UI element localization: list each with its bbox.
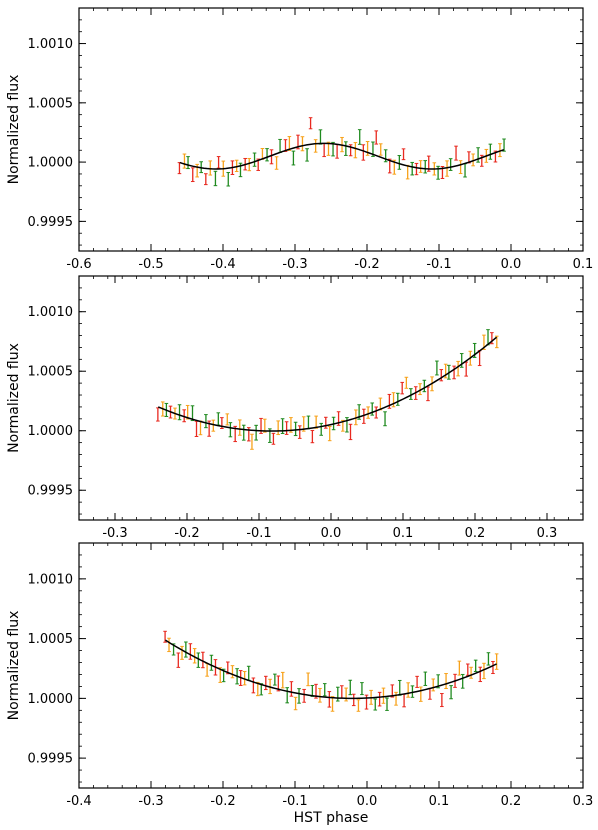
model-curve [179,142,505,170]
y-tick-label: 1.0005 [28,96,74,111]
x-tick-label: 0.3 [573,794,594,809]
y-tick-label: 0.9995 [28,752,74,767]
y-tick-label: 0.9995 [28,484,74,499]
x-tick-label: 0.1 [393,526,414,541]
y-tick-label: 1.0010 [28,305,74,320]
x-tick-label: -0.4 [210,257,235,272]
y-tick-label: 1.0005 [28,365,74,380]
x-tick-label: 0.2 [465,526,486,541]
x-tick-label: -0.3 [102,526,127,541]
x-tick-label: -0.3 [282,257,307,272]
x-tick-label: 0.1 [429,794,450,809]
plot-frame [78,275,584,521]
x-tick-label: -0.4 [66,794,91,809]
model-curve [165,639,497,700]
x-tick-label: 0.0 [357,794,378,809]
model-curve [157,336,498,432]
x-tick-label: 0.0 [501,257,522,272]
y-tick-label: 1.0000 [28,156,74,171]
panel-3: -0.4 -0.3 -0.2 -0.1 0.0 0.1 0.2 0.3 0.9995 1.0000… [6,542,594,809]
x-tick-label: 0.3 [537,526,558,541]
plot-frame [78,542,584,789]
y-tick-label: 1.0010 [28,37,74,52]
panel-1: -0.6 -0.5 -0.4 -0.3 -0.2 -0.1 0.0 0.1 0.9995 1.00… [6,7,594,272]
x-tick-label: -0.2 [174,526,199,541]
y-tick-label: 1.0000 [28,692,74,707]
y-tick-label: 0.9995 [28,215,74,230]
x-tick-label: -0.1 [426,257,451,272]
y-tick-label: 1.0000 [28,424,74,439]
x-tick-label: -0.5 [138,257,163,272]
y-tick-label: 1.0005 [28,632,74,647]
x-tick-label: 0.1 [573,257,594,272]
y-axis-label: Normalized flux [6,611,22,721]
x-tick-label: -0.2 [210,794,235,809]
x-tick-label: 0.2 [501,794,522,809]
x-tick-label: -0.2 [354,257,379,272]
x-tick-label: -0.3 [138,794,163,809]
y-tick-label: 1.0010 [28,572,74,587]
y-axis-label: Normalized flux [6,75,22,185]
x-tick-label: 0.0 [321,526,342,541]
x-tick-label: -0.1 [282,794,307,809]
plot-frame [78,7,584,252]
x-tick-label: -0.6 [66,257,91,272]
x-axis-label: HST phase [294,810,369,826]
y-axis-label: Normalized flux [6,343,22,453]
panel-2: -0.3 -0.2 -0.1 0.0 0.1 0.2 0.3 0.9995 1.0000 1.00… [6,275,584,541]
x-tick-label: -0.1 [246,526,271,541]
